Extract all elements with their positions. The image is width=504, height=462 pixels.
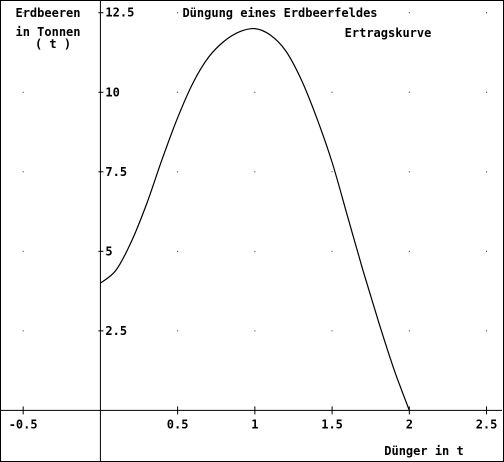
y-tick-label: 7.5 bbox=[105, 165, 127, 179]
x-tick-label: 0.5 bbox=[167, 417, 189, 431]
grid-dot bbox=[22, 250, 24, 252]
grid-dot bbox=[254, 12, 256, 14]
y-tick-label: 12.5 bbox=[105, 6, 134, 20]
x-tick-label: 1.5 bbox=[321, 417, 343, 431]
x-tick-label: 2 bbox=[406, 417, 413, 431]
grid-dot bbox=[486, 91, 488, 93]
ertragskurve-line bbox=[100, 27, 410, 411]
grid-dot bbox=[177, 250, 179, 252]
grid-dot bbox=[408, 171, 410, 173]
grid-dot bbox=[408, 330, 410, 332]
x-tick-label: 1 bbox=[251, 417, 258, 431]
grid-dot bbox=[177, 12, 179, 14]
grid-dot bbox=[254, 91, 256, 93]
grid-dot bbox=[331, 330, 333, 332]
grid-dot bbox=[408, 250, 410, 252]
grid-dot bbox=[486, 250, 488, 252]
chart-title: Düngung eines Erdbeerfeldes bbox=[182, 6, 377, 20]
x-axis-label: Dünger in t bbox=[384, 444, 463, 458]
grid-dot bbox=[22, 12, 24, 14]
y-tick-label: 5 bbox=[105, 244, 112, 258]
y-tick-label: 10 bbox=[105, 85, 119, 99]
grid-dot bbox=[177, 171, 179, 173]
grid-dot bbox=[486, 330, 488, 332]
grid-dot bbox=[408, 12, 410, 14]
y-axis-label-line-1: Erdbeeren bbox=[15, 6, 80, 20]
x-ticks: -0.5 0.5 1 1.5 2 2.5 bbox=[9, 406, 498, 431]
grid-dot bbox=[331, 171, 333, 173]
y-axis-label-line-2: in Tonnen bbox=[15, 25, 80, 39]
legend-series-label: Ertragskurve bbox=[345, 26, 432, 40]
grid-dot bbox=[177, 91, 179, 93]
x-tick-label: 2.5 bbox=[476, 417, 498, 431]
x-tick-label: -0.5 bbox=[9, 417, 38, 431]
grid-dot bbox=[331, 250, 333, 252]
y-ticks: 2.5 5 7.5 10 12.5 bbox=[98, 6, 134, 338]
grid-dot bbox=[22, 91, 24, 93]
grid-dot bbox=[22, 330, 24, 332]
grid-dot bbox=[408, 91, 410, 93]
grid-dot bbox=[486, 12, 488, 14]
grid-dot bbox=[22, 171, 24, 173]
grid-dot bbox=[254, 171, 256, 173]
grid-dots bbox=[22, 12, 488, 332]
grid-dot bbox=[254, 330, 256, 332]
grid-dot bbox=[331, 91, 333, 93]
grid-dot bbox=[331, 12, 333, 14]
grid-dot bbox=[177, 330, 179, 332]
y-tick-label: 2.5 bbox=[105, 324, 127, 338]
grid-dot bbox=[254, 250, 256, 252]
grid-dot bbox=[486, 171, 488, 173]
y-axis-label-line-3: ( t ) bbox=[35, 37, 71, 51]
